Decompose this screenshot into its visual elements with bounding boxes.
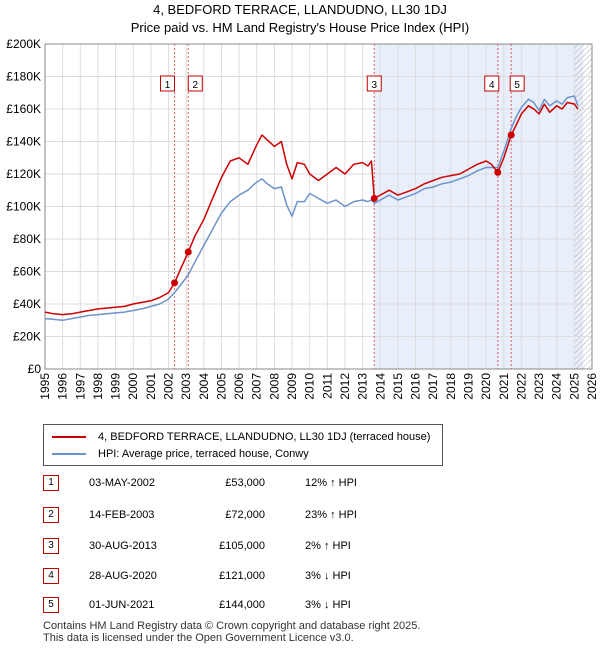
table-row: 4 28-AUG-2020 £121,000 3% ↓ HPI — [43, 568, 403, 586]
x-tick-label: 2010 — [303, 373, 317, 400]
sale-number: 2 — [43, 507, 59, 523]
x-tick-label: 2008 — [267, 373, 281, 400]
plot-frame — [44, 43, 593, 370]
price-chart: £0 £20K £40K £60K £80K £100K £120K £140K £160K £1… — [6, 37, 599, 400]
x-tick-label: 2016 — [409, 373, 423, 400]
x-tick-label: 1996 — [56, 373, 70, 400]
sale-price: £105,000 — [219, 540, 265, 552]
sale-marker-label: 5 — [514, 80, 520, 91]
x-tick-label: 2022 — [514, 373, 528, 400]
y-tick-label: £60K — [13, 265, 41, 279]
x-tick-label: 2019 — [461, 373, 475, 400]
x-tick-label: 2020 — [479, 373, 493, 400]
sale-hpi-diff: 23% ↑ HPI — [305, 509, 357, 521]
y-tick-label: £180K — [6, 70, 41, 84]
x-tick-label: 1995 — [38, 373, 52, 400]
x-tick-label: 2024 — [550, 373, 564, 400]
table-row: 2 14-FEB-2003 £72,000 23% ↑ HPI — [43, 507, 403, 525]
x-tick-label: 2006 — [232, 373, 246, 400]
x-tick-label: 2012 — [338, 373, 352, 400]
sale-hpi-diff: 3% ↓ HPI — [305, 570, 351, 582]
legend: 4, BEDFORD TERRACE, LLANDUDNO, LL30 1DJ … — [43, 424, 443, 466]
sale-marker-label: 4 — [489, 80, 495, 91]
sale-date: 30-AUG-2013 — [89, 540, 157, 552]
sale-price: £72,000 — [225, 509, 265, 521]
footer-copyright: Contains HM Land Registry data © Crown c… — [43, 620, 421, 632]
y-tick-label: £40K — [13, 297, 41, 311]
sale-date: 28-AUG-2020 — [89, 570, 157, 582]
sale-price: £144,000 — [219, 599, 265, 611]
x-tick-label: 2015 — [391, 373, 405, 400]
y-tick-label: £140K — [6, 135, 41, 149]
chart-subtitle: Price paid vs. HM Land Registry's House … — [130, 20, 470, 35]
table-row: 3 30-AUG-2013 £105,000 2% ↑ HPI — [43, 538, 403, 556]
y-tick-label: £0 — [28, 362, 42, 376]
legend-label-property: 4, BEDFORD TERRACE, LLANDUDNO, LL30 1DJ … — [98, 431, 431, 443]
table-row: 5 01-JUN-2021 £144,000 3% ↓ HPI — [43, 597, 403, 615]
sale-marker-label: 1 — [165, 80, 171, 91]
sale-hpi-diff: 2% ↑ HPI — [305, 540, 351, 552]
y-tick-label: £80K — [13, 232, 41, 246]
sale-marker-box — [187, 75, 203, 92]
sale-hpi-diff: 12% ↑ HPI — [305, 477, 357, 489]
y-tick-label: £20K — [13, 330, 41, 344]
sale-point — [370, 194, 378, 202]
legend-item-hpi: HPI: Average price, terraced house, Conw… — [52, 446, 309, 462]
x-tick-label: 2011 — [320, 373, 334, 399]
sale-point — [184, 248, 192, 256]
x-tick-label: 2017 — [426, 373, 440, 400]
sale-number: 5 — [43, 597, 59, 613]
x-tick-label: 2003 — [179, 373, 193, 400]
x-tick-label: 2005 — [214, 373, 228, 400]
sale-point — [494, 168, 502, 176]
x-tick-label: 2023 — [532, 373, 546, 400]
sale-marker-box — [366, 75, 382, 92]
legend-swatch-red — [52, 436, 86, 438]
legend-label-hpi: HPI: Average price, terraced house, Conw… — [98, 448, 309, 460]
x-tick-label: 2021 — [497, 373, 511, 400]
y-tick-label: £100K — [6, 200, 41, 214]
y-tick-label: £120K — [6, 167, 41, 181]
x-tick-label: 1999 — [109, 373, 123, 400]
sale-date: 03-MAY-2002 — [89, 477, 156, 489]
sale-point — [171, 279, 179, 287]
sale-number: 3 — [43, 538, 59, 554]
table-row: 1 03-MAY-2002 £53,000 12% ↑ HPI — [43, 475, 403, 493]
sale-marker-label: 2 — [192, 80, 198, 91]
footer-license: This data is licensed under the Open Gov… — [43, 632, 354, 644]
sale-date: 14-FEB-2003 — [89, 509, 155, 521]
x-tick-label: 2001 — [144, 373, 158, 400]
sale-date: 01-JUN-2021 — [89, 599, 155, 611]
x-tick-label: 2009 — [285, 373, 299, 400]
legend-item-property: 4, BEDFORD TERRACE, LLANDUDNO, LL30 1DJ … — [52, 429, 430, 445]
x-tick-label: 2000 — [126, 373, 140, 400]
legend-swatch-blue — [52, 453, 86, 455]
chart-title: 4, BEDFORD TERRACE, LLANDUDNO, LL30 1DJ — [153, 2, 447, 17]
x-tick-label: 1997 — [73, 373, 87, 400]
x-tick-label: 1998 — [91, 373, 105, 400]
sale-price: £53,000 — [225, 477, 265, 489]
x-tick-label: 2018 — [444, 373, 458, 400]
sale-price: £121,000 — [219, 570, 265, 582]
x-tick-label: 2007 — [250, 373, 264, 400]
footer: Contains HM Land Registry data © Crown c… — [43, 620, 420, 644]
x-tick-label: 2014 — [373, 373, 387, 400]
sale-marker-box — [509, 75, 525, 92]
sale-number: 1 — [43, 475, 59, 491]
x-tick-label: 2026 — [585, 373, 599, 400]
x-tick-label: 2025 — [567, 373, 581, 400]
x-tick-label: 2013 — [356, 373, 370, 400]
sale-number: 4 — [43, 568, 59, 584]
hpi-line — [44, 95, 579, 322]
x-tick-label: 2002 — [162, 373, 176, 400]
y-tick-label: £160K — [6, 102, 41, 116]
sale-marker-label: 3 — [371, 80, 377, 91]
x-tick-label: 2004 — [197, 373, 211, 400]
sale-marker-box — [484, 75, 500, 92]
y-tick-label: £200K — [6, 37, 41, 51]
sale-marker-box — [160, 75, 176, 92]
sale-hpi-diff: 3% ↓ HPI — [305, 599, 351, 611]
sale-point — [507, 131, 515, 139]
